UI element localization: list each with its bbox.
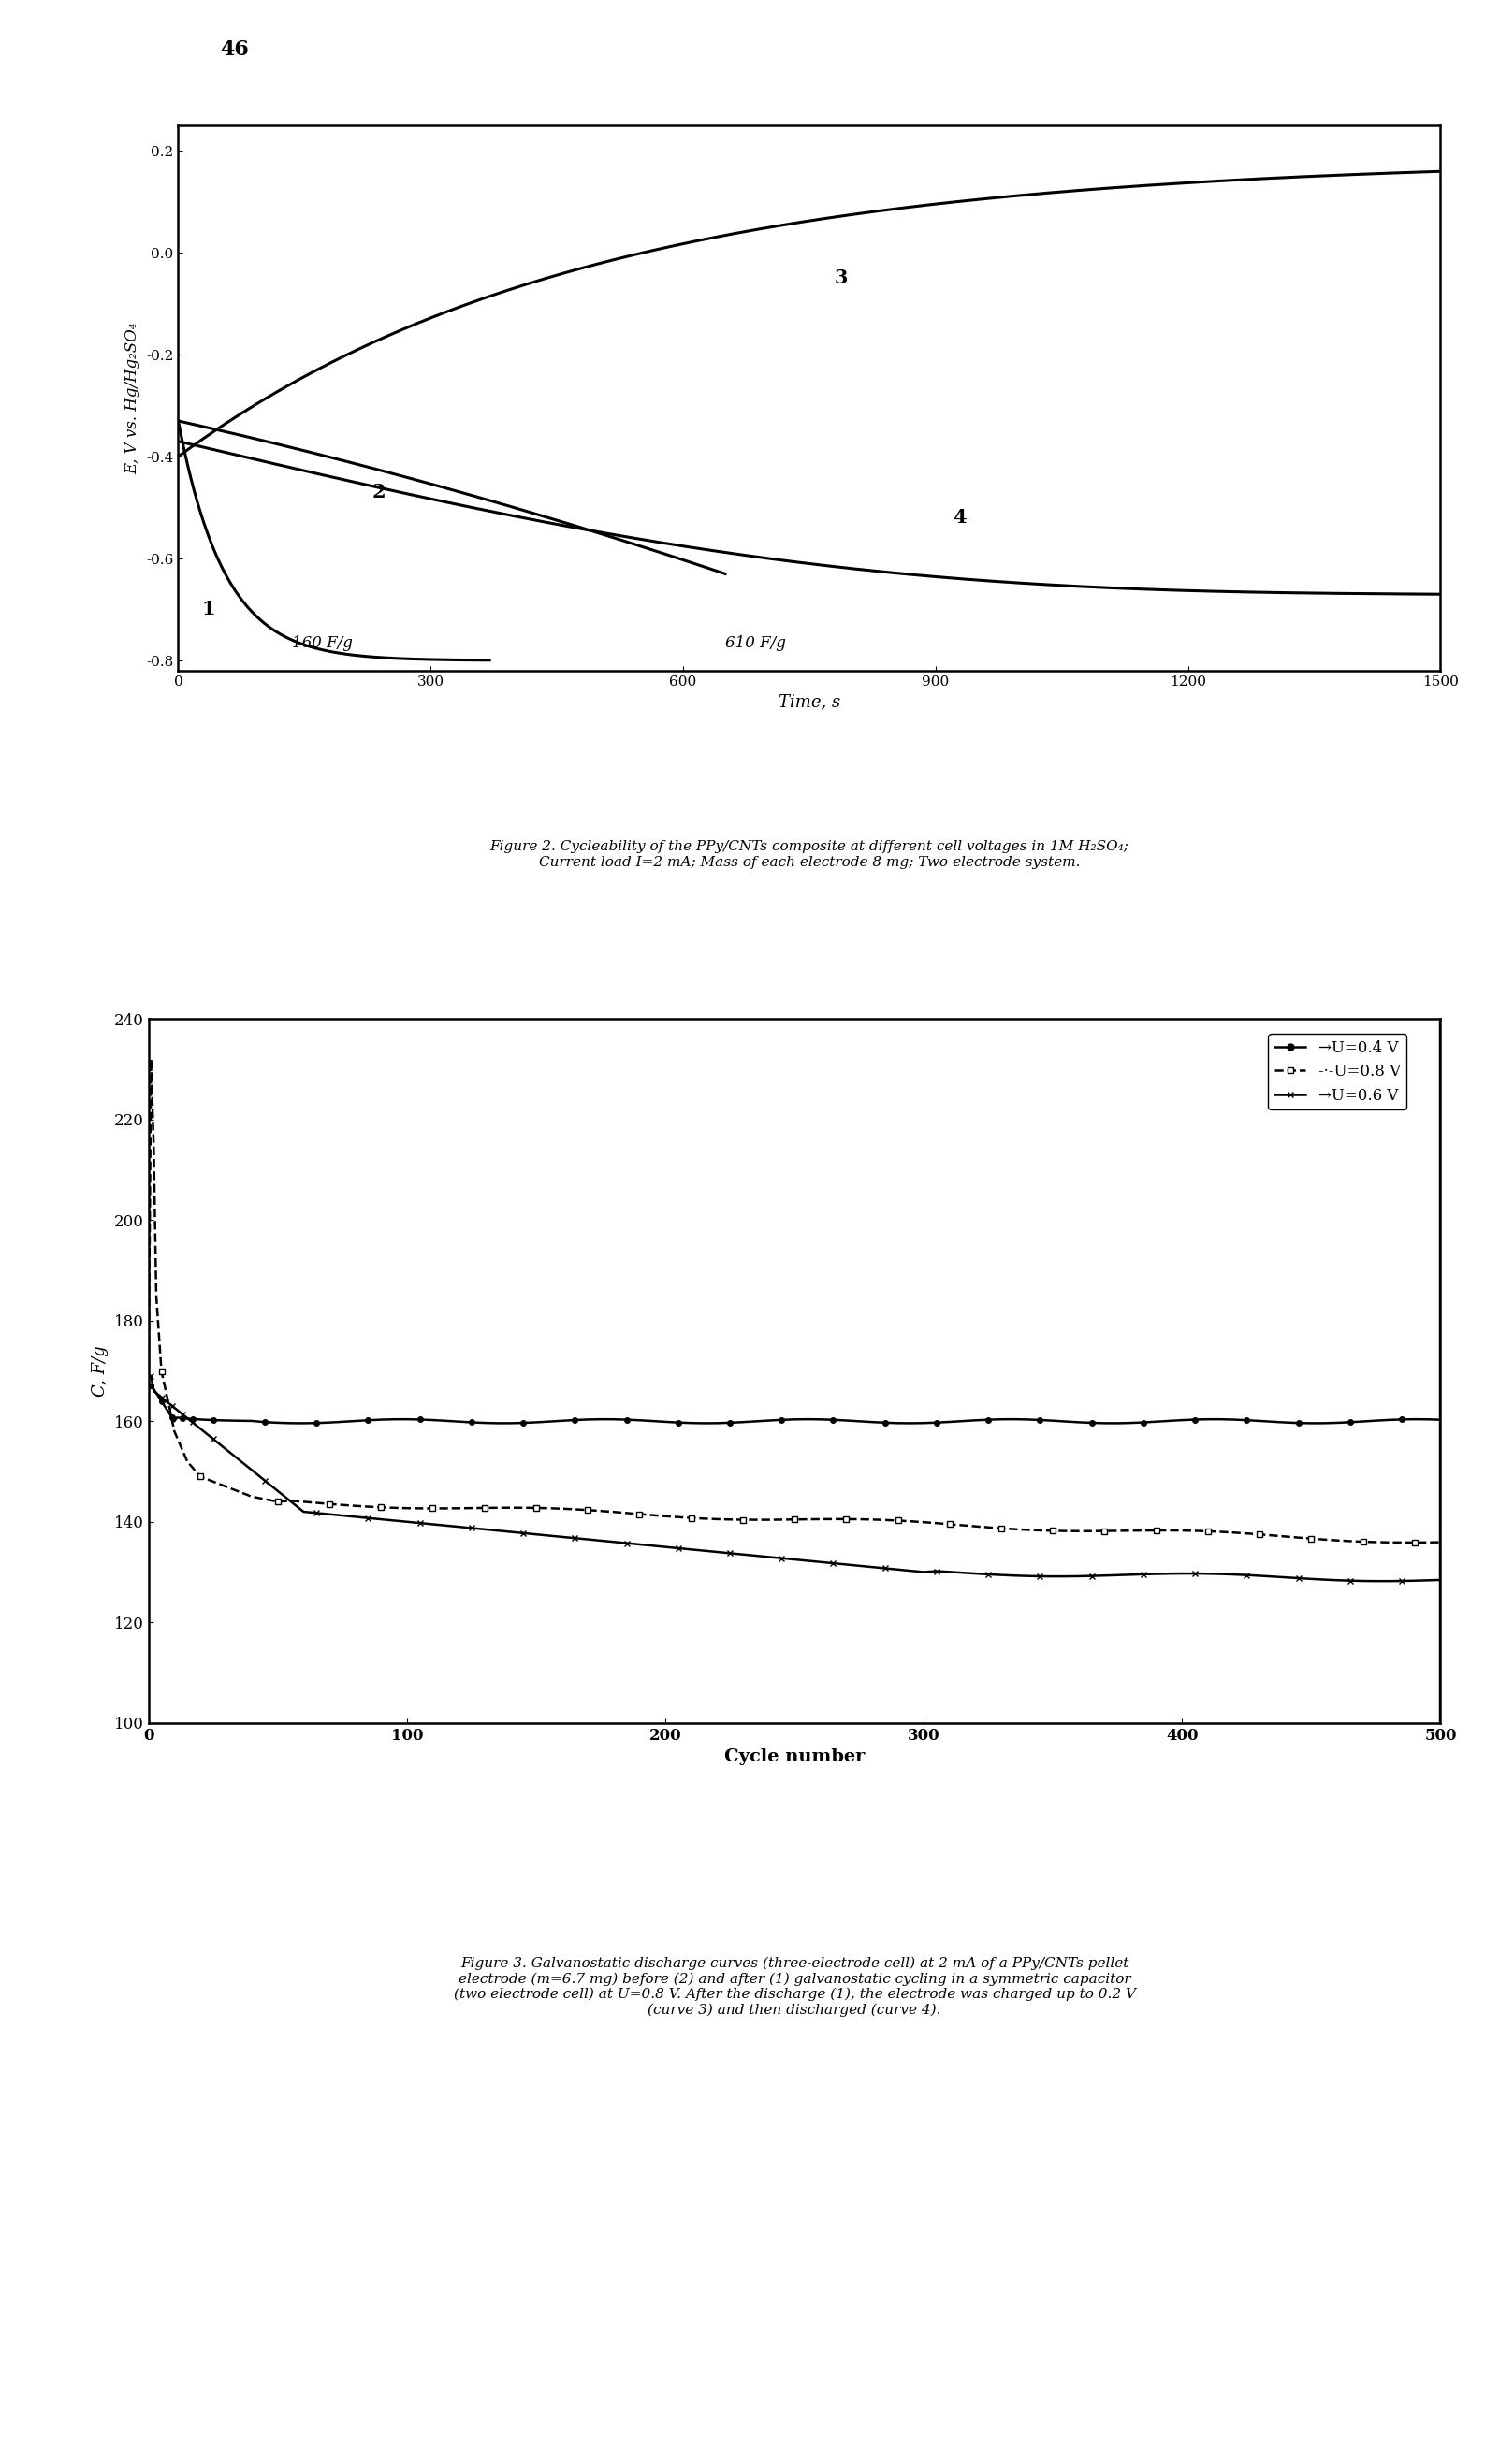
Text: 2: 2 xyxy=(371,483,386,500)
Text: Figure 2. Cycleability of the PPy/CNTs composite at different cell voltages in 1: Figure 2. Cycleability of the PPy/CNTs c… xyxy=(490,840,1129,870)
Text: 3: 3 xyxy=(835,269,848,286)
Y-axis label: C, F/g: C, F/g xyxy=(92,1345,108,1397)
X-axis label: Cycle number: Cycle number xyxy=(725,1749,864,1764)
Text: 160 F/g: 160 F/g xyxy=(291,636,352,650)
X-axis label: Time, s: Time, s xyxy=(778,692,841,710)
Legend: →U=0.4 V, -·-U=0.8 V, →U=0.6 V: →U=0.4 V, -·-U=0.8 V, →U=0.6 V xyxy=(1268,1035,1406,1109)
Y-axis label: E, V vs. Hg/Hg₂SO₄: E, V vs. Hg/Hg₂SO₄ xyxy=(125,323,141,473)
Text: 46: 46 xyxy=(220,39,249,59)
Text: Figure 3. Galvanostatic discharge curves (three-electrode cell) at 2 mA of a PPy: Figure 3. Galvanostatic discharge curves… xyxy=(453,1956,1136,2018)
Text: 610 F/g: 610 F/g xyxy=(725,636,786,650)
Text: 4: 4 xyxy=(952,508,967,527)
Text: 1: 1 xyxy=(202,599,215,618)
